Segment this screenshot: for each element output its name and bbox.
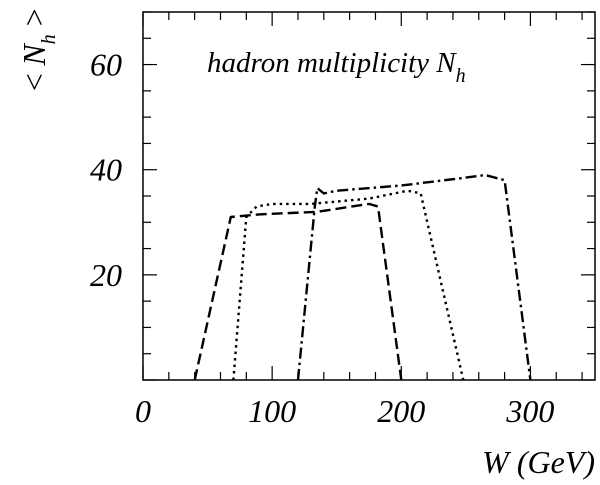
series-group: [193, 173, 532, 381]
series-line-dashed: [193, 202, 403, 381]
x-tick-label: 100: [248, 393, 296, 429]
x-axis-label: W (GeV): [482, 444, 595, 480]
x-tick-label: 0: [135, 393, 151, 429]
x-tick-label: 300: [505, 393, 554, 429]
y-tick-label: 40: [90, 152, 122, 188]
y-axis-label: <Nh>: [16, 7, 60, 94]
x-tick-label: 200: [377, 393, 425, 429]
chart-title: hadron multiplicity Nh: [207, 47, 466, 87]
y-tick-label: 20: [90, 257, 122, 293]
y-tick-label: 60: [90, 47, 122, 83]
x-tick-labels: 0 100 200 300: [135, 393, 554, 429]
y-tick-labels: 20 40 60: [90, 47, 122, 293]
series-line-dotted: [232, 189, 465, 381]
series-line-dash-dot: [296, 173, 532, 381]
